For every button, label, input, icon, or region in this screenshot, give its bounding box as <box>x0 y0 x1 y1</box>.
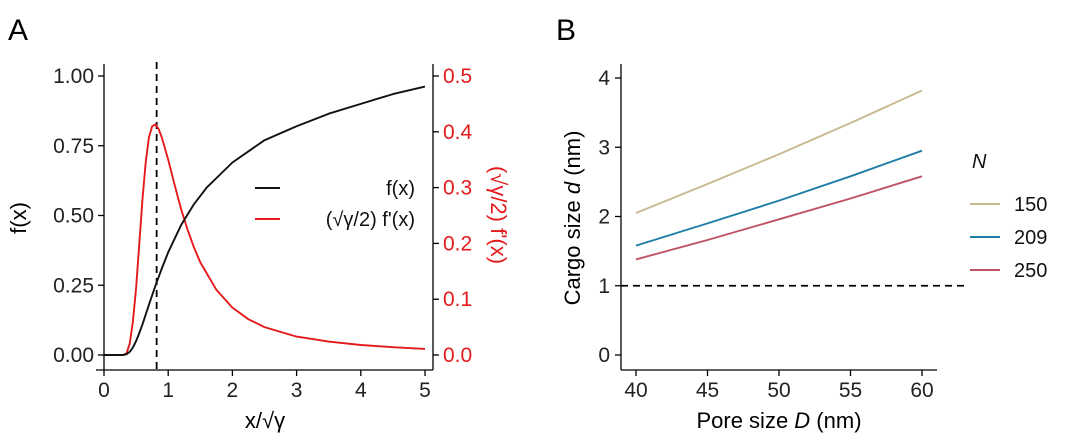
panel-a-right-y-tick-label: 0.3 <box>443 177 472 200</box>
panel-a-series-f <box>104 85 426 356</box>
panel-label-b: B <box>556 14 576 47</box>
panel-a-x-tick-label: 4 <box>355 379 367 402</box>
panel-b-x-tick-label: 40 <box>624 379 647 402</box>
panel-b-legend-label: 150 <box>1014 194 1047 216</box>
panel-b-legend-label: 209 <box>1014 227 1047 249</box>
panel-b-x-tick-label: 60 <box>910 379 933 402</box>
panel-b-y-tick-label: 3 <box>598 136 610 159</box>
panel-b-y-tick-label: 0 <box>598 344 610 367</box>
panel-a-x-axis-label: x/√γ <box>245 408 285 433</box>
panel-a-x-tick-label: 3 <box>291 379 303 402</box>
panel-a-left-y-tick-label: 0.50 <box>53 205 94 228</box>
panel-b-x-tick-label: 50 <box>767 379 790 402</box>
panel-a-left-y-tick-label: 1.00 <box>53 65 94 88</box>
panel-a-left-y-tick-label: 0.75 <box>53 135 94 158</box>
panel-a-x-tick-label: 0 <box>98 379 110 402</box>
panel-b-x-axis-label: Pore size D (nm) <box>696 408 861 433</box>
panel-a-right-y-tick-label: 0.0 <box>443 344 472 367</box>
panel-a-x-tick-label: 1 <box>162 379 174 402</box>
panel-b-y-tick-label: 4 <box>598 67 610 90</box>
panel-b-x-tick-label: 45 <box>696 379 719 402</box>
panel-a-legend-label: (√γ/2) f'(x) <box>326 209 415 231</box>
panel-b-y-axis-label: Cargo size d (nm) <box>560 131 585 306</box>
panel-a-x-tick-label: 2 <box>227 379 239 402</box>
panel-b-series-n250 <box>635 175 923 261</box>
panel-b-legend-title: N <box>972 151 987 173</box>
panel-a-left-y-axis-label: f(x) <box>6 202 31 234</box>
panel-a-right-y-tick-label: 0.1 <box>443 288 472 311</box>
panel-a-right-y-tick-label: 0.4 <box>443 121 473 144</box>
panel-a-left-y-tick-label: 0.25 <box>53 274 94 297</box>
panel-a-right-y-axis-label: (√γ/2) f'(x) <box>486 166 511 264</box>
panel-b-series-n150 <box>635 89 923 214</box>
panel-a-series-derivative <box>104 123 426 356</box>
panel-a-left-y-tick-label: 0.00 <box>53 344 94 367</box>
panel-label-a: A <box>8 14 28 47</box>
panel-a: 0.000.250.500.751.000.00.10.20.30.40.50 1… <box>53 62 473 402</box>
panel-b-y-tick-label: 2 <box>598 206 610 229</box>
panel-b-x-tick-label: 55 <box>839 379 862 402</box>
panel-b: 0 1 2 3 4 40 45 50 55 60 N 150 209 250 <box>598 64 1047 402</box>
panel-a-x-tick-label: 5 <box>419 379 431 402</box>
panel-a-right-y-tick-label: 0.5 <box>443 65 472 88</box>
panel-b-legend-label: 250 <box>1014 260 1047 282</box>
panel-a-right-y-tick-label: 0.2 <box>443 232 472 255</box>
panel-b-y-tick-label: 1 <box>598 275 610 298</box>
panel-a-legend-label: f(x) <box>386 178 415 200</box>
panel-b-series-n209 <box>635 149 923 247</box>
